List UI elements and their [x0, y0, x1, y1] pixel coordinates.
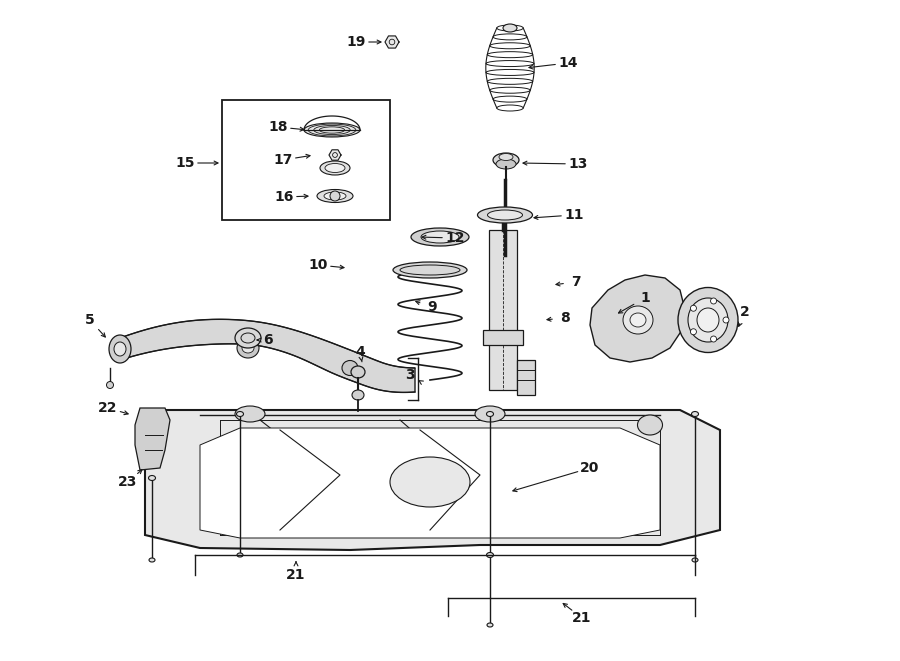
Ellipse shape — [475, 406, 505, 422]
Ellipse shape — [304, 123, 360, 137]
Polygon shape — [385, 36, 399, 48]
Ellipse shape — [352, 390, 364, 400]
Text: 1: 1 — [640, 291, 650, 305]
Text: 3: 3 — [405, 368, 415, 382]
Ellipse shape — [411, 228, 469, 246]
Polygon shape — [590, 275, 685, 362]
Ellipse shape — [109, 335, 131, 363]
Ellipse shape — [692, 558, 698, 562]
Text: 19: 19 — [346, 35, 365, 49]
Ellipse shape — [342, 360, 358, 375]
Ellipse shape — [237, 338, 259, 358]
Text: 2: 2 — [740, 305, 750, 319]
Bar — [222, 100, 390, 220]
Text: 18: 18 — [268, 120, 288, 134]
Bar — [483, 330, 523, 345]
Ellipse shape — [487, 623, 493, 627]
Text: 10: 10 — [309, 258, 328, 272]
Text: 12: 12 — [446, 231, 464, 245]
Ellipse shape — [114, 342, 126, 356]
Text: 17: 17 — [274, 153, 292, 167]
Polygon shape — [329, 150, 341, 160]
Ellipse shape — [630, 313, 646, 327]
Ellipse shape — [325, 163, 345, 173]
Text: 13: 13 — [568, 157, 588, 171]
Ellipse shape — [235, 406, 265, 422]
Polygon shape — [200, 428, 660, 538]
Ellipse shape — [711, 336, 716, 342]
Polygon shape — [145, 410, 720, 550]
Text: 5: 5 — [86, 313, 94, 327]
Bar — [489, 230, 517, 390]
Ellipse shape — [488, 210, 523, 220]
Ellipse shape — [503, 24, 517, 32]
Ellipse shape — [487, 553, 493, 557]
Ellipse shape — [637, 415, 662, 435]
Ellipse shape — [106, 381, 113, 389]
Text: 20: 20 — [580, 461, 599, 475]
Ellipse shape — [148, 475, 156, 481]
Polygon shape — [120, 319, 415, 393]
Ellipse shape — [317, 190, 353, 202]
Ellipse shape — [697, 308, 719, 332]
Ellipse shape — [351, 366, 365, 378]
Text: 23: 23 — [118, 475, 138, 489]
Text: 8: 8 — [560, 311, 570, 325]
Text: 21: 21 — [572, 611, 592, 625]
Polygon shape — [135, 408, 170, 470]
Ellipse shape — [390, 457, 470, 507]
Ellipse shape — [421, 231, 459, 243]
Ellipse shape — [688, 298, 728, 342]
Ellipse shape — [393, 262, 467, 278]
Ellipse shape — [478, 207, 533, 223]
Ellipse shape — [678, 288, 738, 352]
Ellipse shape — [149, 558, 155, 562]
Text: 7: 7 — [572, 275, 580, 289]
Ellipse shape — [691, 412, 698, 416]
Ellipse shape — [320, 161, 350, 175]
Text: 15: 15 — [176, 156, 194, 170]
Ellipse shape — [711, 298, 716, 304]
Ellipse shape — [623, 306, 653, 334]
Bar — [517, 360, 535, 395]
Ellipse shape — [324, 192, 346, 200]
Ellipse shape — [237, 412, 244, 416]
Text: 14: 14 — [558, 56, 578, 70]
Text: 9: 9 — [428, 300, 436, 314]
Text: 21: 21 — [286, 568, 306, 582]
Text: 11: 11 — [564, 208, 584, 222]
Ellipse shape — [487, 553, 493, 557]
Ellipse shape — [496, 159, 516, 169]
Text: 4: 4 — [356, 345, 364, 359]
Text: 6: 6 — [263, 333, 273, 347]
Ellipse shape — [690, 305, 697, 311]
Text: 16: 16 — [274, 190, 293, 204]
Ellipse shape — [493, 153, 519, 167]
Ellipse shape — [487, 412, 493, 416]
Text: 22: 22 — [98, 401, 118, 415]
Ellipse shape — [237, 553, 243, 557]
Ellipse shape — [723, 317, 729, 323]
Ellipse shape — [242, 343, 254, 353]
Ellipse shape — [330, 191, 340, 201]
Ellipse shape — [499, 153, 513, 161]
Ellipse shape — [235, 328, 261, 348]
Ellipse shape — [690, 329, 697, 334]
